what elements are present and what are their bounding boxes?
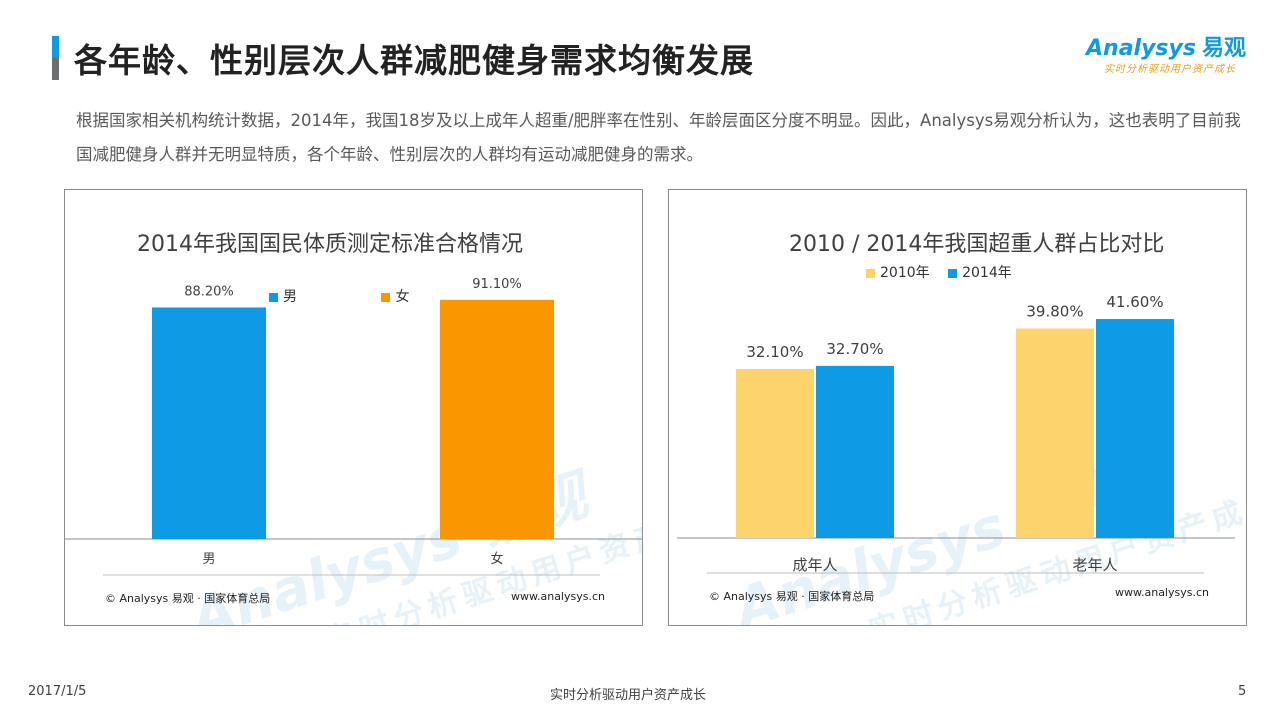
footer-tagline: 实时分析驱动用户资产成长 [550,688,707,703]
legend-item-2010: 2010年 [866,265,930,281]
legend-label-2010: 2010年 [880,265,930,281]
data-label: 39.80% [1026,303,1083,321]
data-label: 91.10% [472,277,522,292]
bar-老年人-2014年 [1096,319,1174,538]
category-tick-label: 女 [490,551,503,567]
chart-source: © Analysys 易观 · 国家体育总局 [105,592,271,605]
data-label: 32.70% [826,340,883,358]
data-label: 41.60% [1106,293,1163,311]
data-label: 32.10% [746,343,803,361]
bar-老年人-2010年 [1016,328,1094,538]
legend-swatch-2014 [948,268,958,278]
chart-panel-gender: Analysys 易观 实时分析驱动用户资产成长 2014年我国国民体质测定标准… [64,189,643,626]
analysys-logo: Analysys 易观 实时分析驱动用户资产成长 [1086,30,1256,76]
category-tick-label: 老年人 [1072,556,1117,574]
footer-page-number: 5 [1238,684,1247,699]
chart-title: 2014年我国国民体质测定标准合格情况 [137,232,523,257]
chart-legend: 男 女 [269,286,423,306]
bar-女-女 [440,299,554,539]
chart-svg-overweight: 32.10% 32.70% 成年人 39.80% 41.60% 老年人 [677,293,1235,574]
title-accent-bar [52,36,59,80]
chart-panel-overweight: Analysys 易观 实时分析驱动用户资产成长 2010 / 2014年我国超… [668,189,1247,626]
footer-date: 2017/1/5 [28,684,87,699]
category-tick-label: 男 [202,552,215,567]
legend-label-male: 男 [283,289,297,305]
legend-item-female: 女 [381,289,409,305]
chart-svg-gender: 88.20% 男 91.10% 女 [65,277,642,576]
legend-label-female: 女 [395,289,410,305]
bar-男-男 [152,307,266,539]
logo-brand: Analysys [1086,36,1196,61]
page-title: 各年龄、性别层次人群减肥健身需求均衡发展 [74,41,754,80]
logo-brand-cn: 易观 [1201,36,1246,61]
title-accent-gray [52,58,59,80]
legend-item-2014: 2014年 [948,265,1012,281]
chart-source: © Analysys 易观 · 国家体育总局 [709,590,875,603]
legend-item-male: 男 [269,289,297,305]
logo-wordmark: Analysys 易观 [1086,30,1246,62]
legend-label-2014: 2014年 [962,265,1012,281]
intro-paragraph: 根据国家相关机构统计数据，2014年，我国18岁及以上成年人超重/肥胖率在性别、… [76,111,1241,164]
data-label: 88.20% [184,284,234,299]
chart-legend: 2010年 2014年 [866,262,1026,282]
logo-tagline: 实时分析驱动用户资产成长 [1104,64,1236,75]
legend-swatch-female [381,292,391,302]
chart-site: www.analysys.cn [1115,586,1209,599]
bar-成年人-2014年 [816,365,894,538]
legend-swatch-male [269,292,278,302]
category-tick-label: 成年人 [792,556,837,574]
legend-swatch-2010 [866,268,875,278]
chart-site: www.analysys.cn [511,590,605,603]
title-accent-blue [52,36,59,58]
chart-title: 2010 / 2014年我国超重人群占比对比 [789,232,1165,257]
bar-成年人-2010年 [736,369,814,538]
